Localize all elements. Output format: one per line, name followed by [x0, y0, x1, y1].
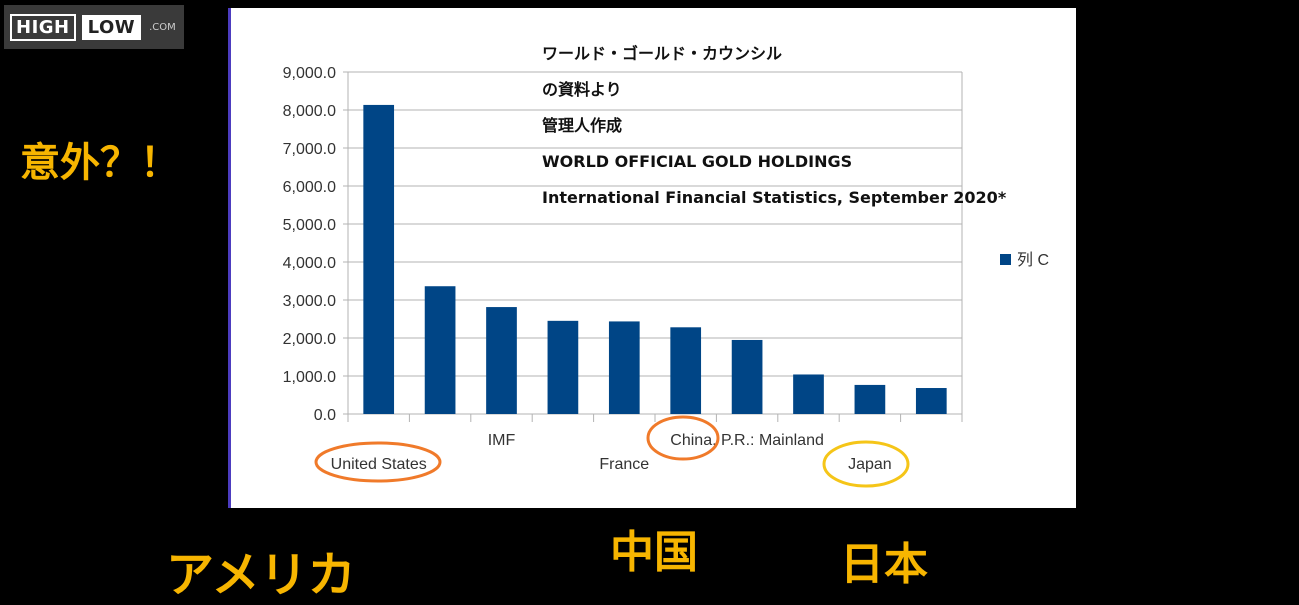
- x-label-0: United States: [331, 456, 427, 473]
- note-line-2: の資料より: [542, 80, 622, 99]
- bar-6: [731, 339, 763, 414]
- logo-low: LOW: [81, 14, 142, 40]
- bar-5: [670, 327, 702, 414]
- bar-9: [915, 388, 947, 414]
- logo-com: .COM: [149, 21, 176, 33]
- y-tick-label: 2,000.0: [283, 331, 336, 348]
- china-label: 中国: [610, 527, 698, 578]
- america-label: アメリカ: [166, 547, 356, 603]
- japan-label: 日本: [840, 539, 928, 590]
- x-label-2: IMF: [488, 432, 516, 449]
- x-label-6: China, P.R.: Mainland: [670, 432, 824, 449]
- bar-2: [486, 307, 517, 414]
- y-tick-label: 9,000.0: [283, 65, 336, 82]
- us-highlight-circle: [314, 441, 442, 483]
- chart-notes: ワールド・ゴールド・カウンシル の資料より 管理人作成 WORLD OFFICI…: [542, 36, 1006, 216]
- y-tick-label: 1,000.0: [283, 369, 336, 386]
- bar-8: [854, 384, 886, 414]
- x-label-8: Japan: [848, 456, 892, 473]
- bar-4: [608, 321, 640, 414]
- note-line-3: 管理人作成: [542, 116, 623, 135]
- japan-highlight-circle: [822, 440, 910, 488]
- y-tick-label: 6,000.0: [283, 179, 336, 196]
- y-tick-label: 5,000.0: [283, 217, 336, 234]
- china-highlight-circle: [646, 415, 720, 461]
- bar-7: [793, 374, 824, 414]
- note-line-5: International Financial Statistics, Sept…: [542, 188, 1007, 207]
- y-tick-label: 7,000.0: [283, 141, 336, 158]
- y-tick-label: 8,000.0: [283, 103, 336, 120]
- note-line-4: WORLD OFFICIAL GOLD HOLDINGS: [542, 152, 853, 171]
- x-label-4: France: [599, 456, 649, 473]
- note-line-1: ワールド・ゴールド・カウンシル: [542, 44, 783, 63]
- y-tick-label: 4,000.0: [283, 255, 336, 272]
- legend-swatch: [1000, 254, 1011, 265]
- surprise-label: 意外？！: [20, 140, 180, 186]
- legend-label: 列 C: [1017, 251, 1049, 269]
- bar-1: [424, 286, 456, 414]
- bar-0: [363, 104, 395, 414]
- highlow-logo: HIGH LOW .COM: [4, 5, 184, 49]
- bar-3: [547, 320, 579, 414]
- y-tick-label: 3,000.0: [283, 293, 336, 310]
- logo-high: HIGH: [10, 13, 76, 41]
- y-tick-label: 0.0: [314, 407, 336, 424]
